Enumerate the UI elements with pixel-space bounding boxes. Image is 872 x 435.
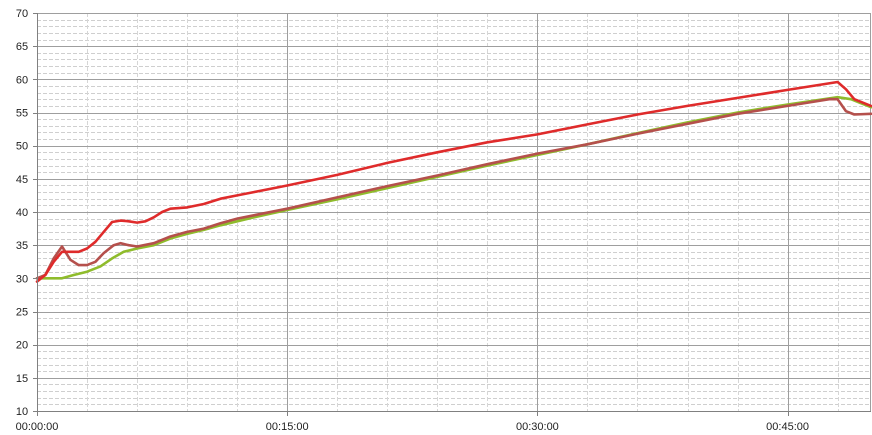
- tick-labels: 10 15 20 25 30 35 40 45 50 55 60 65 70 00:00:00 00:15:…: [16, 8, 809, 433]
- x-tick-label: 00:15:00: [266, 421, 309, 433]
- y-tick-label: 25: [16, 307, 28, 319]
- y-tick-label: 45: [16, 174, 28, 186]
- y-tick-label: 35: [16, 240, 28, 252]
- y-tick-label: 50: [16, 141, 28, 153]
- grid: [37, 13, 871, 412]
- y-tick-label: 65: [16, 41, 28, 53]
- x-tick-label: 00:45:00: [766, 421, 809, 433]
- series-line-2: [35, 97, 872, 280]
- x-tick-label: 00:30:00: [516, 421, 559, 433]
- y-tick-label: 10: [16, 406, 28, 418]
- y-tick-label: 60: [16, 74, 28, 86]
- series-line-3: [35, 80, 872, 283]
- x-tick-label: 00:00:00: [16, 421, 59, 433]
- series-line-1: [35, 95, 872, 280]
- y-tick-label: 70: [16, 8, 28, 20]
- y-tick-label: 55: [16, 108, 28, 120]
- y-tick-label: 15: [16, 373, 28, 385]
- series-lines: [35, 80, 872, 283]
- axes: [33, 13, 871, 416]
- y-tick-label: 40: [16, 207, 28, 219]
- y-tick-label: 20: [16, 340, 28, 352]
- y-tick-label: 30: [16, 273, 28, 285]
